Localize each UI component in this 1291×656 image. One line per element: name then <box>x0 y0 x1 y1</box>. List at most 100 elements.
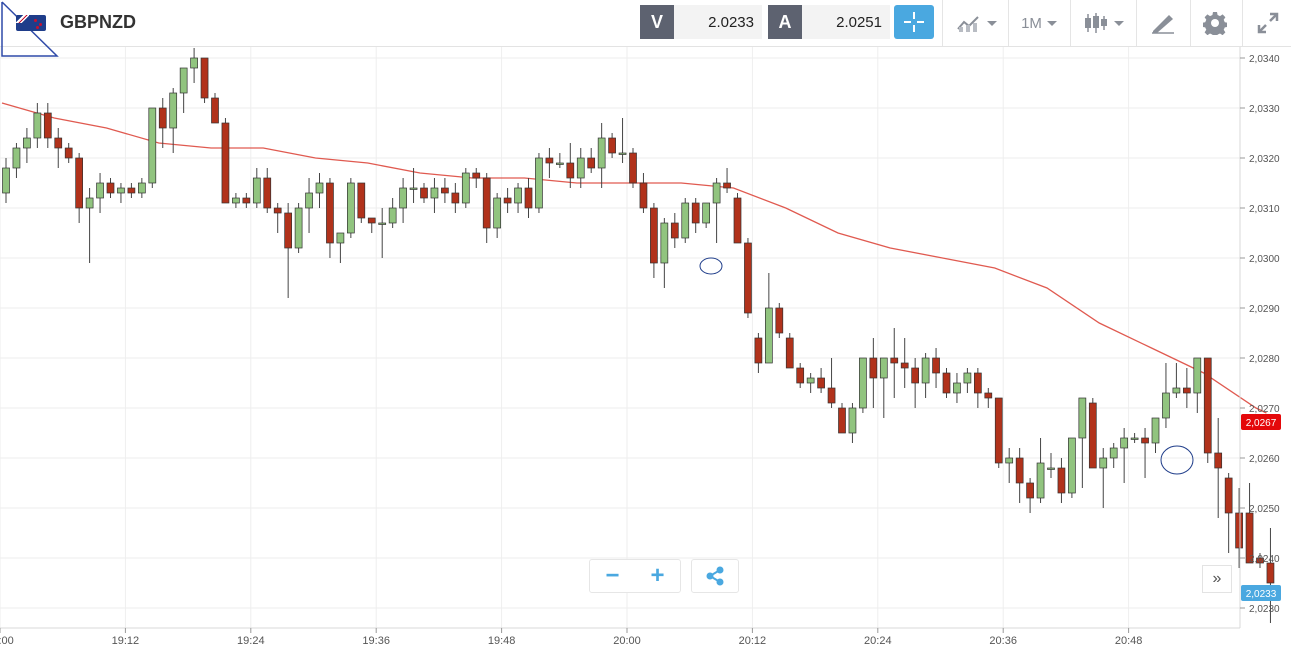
candle-bearish <box>545 157 554 164</box>
timeframe-selector[interactable]: 1M <box>1014 5 1064 41</box>
candle-bearish <box>1256 557 1264 564</box>
ask-price-box[interactable]: A 2.0251 <box>768 5 890 39</box>
candle-bullish <box>702 202 711 224</box>
candle-bullish <box>597 137 606 169</box>
annotation-circle <box>699 257 723 275</box>
candle-bullish <box>1078 397 1087 439</box>
candle-bearish <box>670 222 679 239</box>
candle-bearish <box>54 137 63 149</box>
candle-bullish <box>879 357 888 379</box>
x-tick-label: 19:36 <box>362 635 390 647</box>
y-tick-label: 2,0280 <box>1249 354 1280 365</box>
candle-bearish <box>775 307 784 334</box>
candle-bullish <box>514 187 522 204</box>
candle-bullish <box>806 377 815 384</box>
ma-price-tag <box>1241 414 1281 430</box>
drawing-tools-button[interactable] <box>1144 5 1182 41</box>
crosshair-icon <box>904 12 924 32</box>
candle-bearish <box>608 137 616 154</box>
scroll-right-button[interactable]: » <box>1202 565 1232 593</box>
candle-bullish <box>1047 467 1055 470</box>
zoom-in-icon[interactable]: + <box>650 562 665 589</box>
candle-bearish <box>441 187 449 194</box>
fullscreen-icon <box>1257 12 1279 34</box>
candle-bullish <box>169 92 178 129</box>
candle-bullish <box>1130 437 1139 440</box>
ask-label: A <box>768 5 802 39</box>
settings-icon <box>1203 12 1227 35</box>
candle-bullish <box>555 162 564 165</box>
candle-bearish <box>357 182 366 219</box>
candle-bearish <box>838 407 846 434</box>
x-tick-label: 19:00 <box>0 635 14 647</box>
fullscreen-button[interactable] <box>1250 5 1286 41</box>
moving-average-layer <box>1 102 1267 414</box>
x-tick-label: 20:24 <box>864 635 892 647</box>
candle-bearish <box>420 187 428 199</box>
candle-bullish <box>1193 357 1202 394</box>
x-tick-label: 19:12 <box>112 635 140 647</box>
drawing-tool-icon <box>1152 15 1174 34</box>
y-tick-label: 2,0230 <box>1249 604 1280 615</box>
settings-button[interactable] <box>1196 5 1234 41</box>
candle-bearish <box>158 107 167 129</box>
candle-bullish <box>252 177 261 204</box>
candle-bullish <box>378 222 387 225</box>
instrument-symbol[interactable]: GBPNZD <box>60 12 136 32</box>
candle-bullish <box>347 182 355 234</box>
candle-bullish <box>33 112 42 139</box>
candle-bullish <box>618 152 627 155</box>
chart-toolbar: GBPNZD V 2.0233 A 2.0251 1M <box>0 0 1291 57</box>
bid-value: 2.0233 <box>674 5 762 39</box>
candle-bullish <box>921 357 930 384</box>
candle-bearish <box>994 397 1003 464</box>
candle-bearish <box>650 207 658 264</box>
candle-bearish <box>503 197 512 204</box>
candle-bearish <box>629 152 637 184</box>
candlestick-icon <box>1084 13 1107 33</box>
candle-bullish <box>1162 392 1170 419</box>
ma-price-tag-label: 2,0267 <box>1246 418 1277 429</box>
y-tick-label: 2,0250 <box>1249 504 1280 515</box>
chart-type-button[interactable] <box>950 5 1002 41</box>
candle-bearish <box>367 217 376 224</box>
candle-bearish <box>796 367 805 384</box>
candle-bearish <box>106 182 115 194</box>
y-tick-label: 2,0270 <box>1249 404 1280 415</box>
candle-bullish <box>190 57 198 69</box>
bid-price-box[interactable]: V 2.0233 <box>640 5 762 39</box>
candle-bearish <box>482 177 491 229</box>
candle-bearish <box>1182 387 1191 394</box>
candle-bearish <box>691 202 700 224</box>
candle-bullish <box>660 222 669 264</box>
zoom-controls: − + <box>589 559 681 593</box>
zoom-out-icon[interactable]: − <box>605 562 620 589</box>
candle-bullish <box>1005 457 1014 464</box>
candle-style-button[interactable] <box>1078 5 1128 41</box>
candle-bullish <box>461 172 470 204</box>
candle-bullish <box>963 372 972 384</box>
y-tick-label: 2,0300 <box>1249 254 1280 265</box>
candle-bullish <box>681 202 690 239</box>
candle-bearish <box>869 357 878 379</box>
candle-bullish <box>953 382 961 394</box>
y-tick-label: 2,0320 <box>1249 154 1280 165</box>
candle-bullish <box>117 187 125 194</box>
crosshair-button[interactable] <box>894 5 934 39</box>
candle-bullish <box>576 157 585 179</box>
candle-bullish <box>859 357 867 409</box>
y-tick-label: 2,0330 <box>1249 104 1280 115</box>
x-tick-label: 19:24 <box>237 635 265 647</box>
last-price-tag-label: 2,0233 <box>1246 589 1277 600</box>
candle-bullish <box>535 157 543 209</box>
candle-bullish <box>138 182 146 194</box>
x-tick-label: 20:00 <box>613 635 641 647</box>
y-tick-label: 2,0340 <box>1249 54 1280 65</box>
share-button[interactable] <box>691 559 739 593</box>
candle-bullish <box>2 167 10 194</box>
candle-bearish <box>754 337 763 364</box>
candle-bullish <box>399 187 407 209</box>
moving-average-line <box>1 102 1267 414</box>
candle-bearish <box>984 392 993 399</box>
